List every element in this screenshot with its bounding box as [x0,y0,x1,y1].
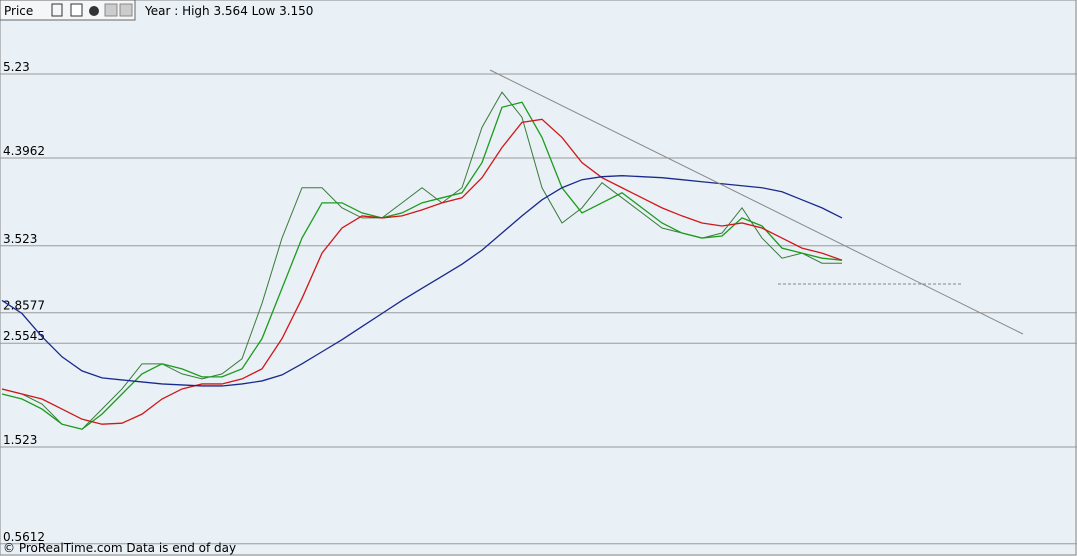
y-tick-label: 1.523 [3,433,37,447]
series-line [1,91,842,430]
down-icon[interactable] [119,3,133,17]
y-tick-label: 0.5612 [3,530,45,544]
y-tick-label: 2.5545 [3,329,45,343]
trend-line [489,69,1024,335]
close-icon[interactable] [89,6,99,16]
toolbar [0,0,136,21]
series-line [1,175,843,387]
series-line [1,101,843,430]
y-tick-label: 3.523 [3,232,37,246]
panel-label: Price [4,4,33,18]
y-tick-label: 5.23 [3,60,30,74]
y-tick-label: 2.8577 [3,299,45,313]
y-tick-label: 4.3962 [3,144,45,158]
info-label: Year : High 3.564 Low 3.150 [144,4,313,18]
window-icon[interactable] [70,3,83,17]
series-line [1,118,843,425]
toolbar-icons[interactable] [51,3,133,17]
settings-icon[interactable] [51,3,63,17]
up-icon[interactable] [104,3,118,17]
footer: © ProRealTime.com Data is end of day [3,541,236,555]
